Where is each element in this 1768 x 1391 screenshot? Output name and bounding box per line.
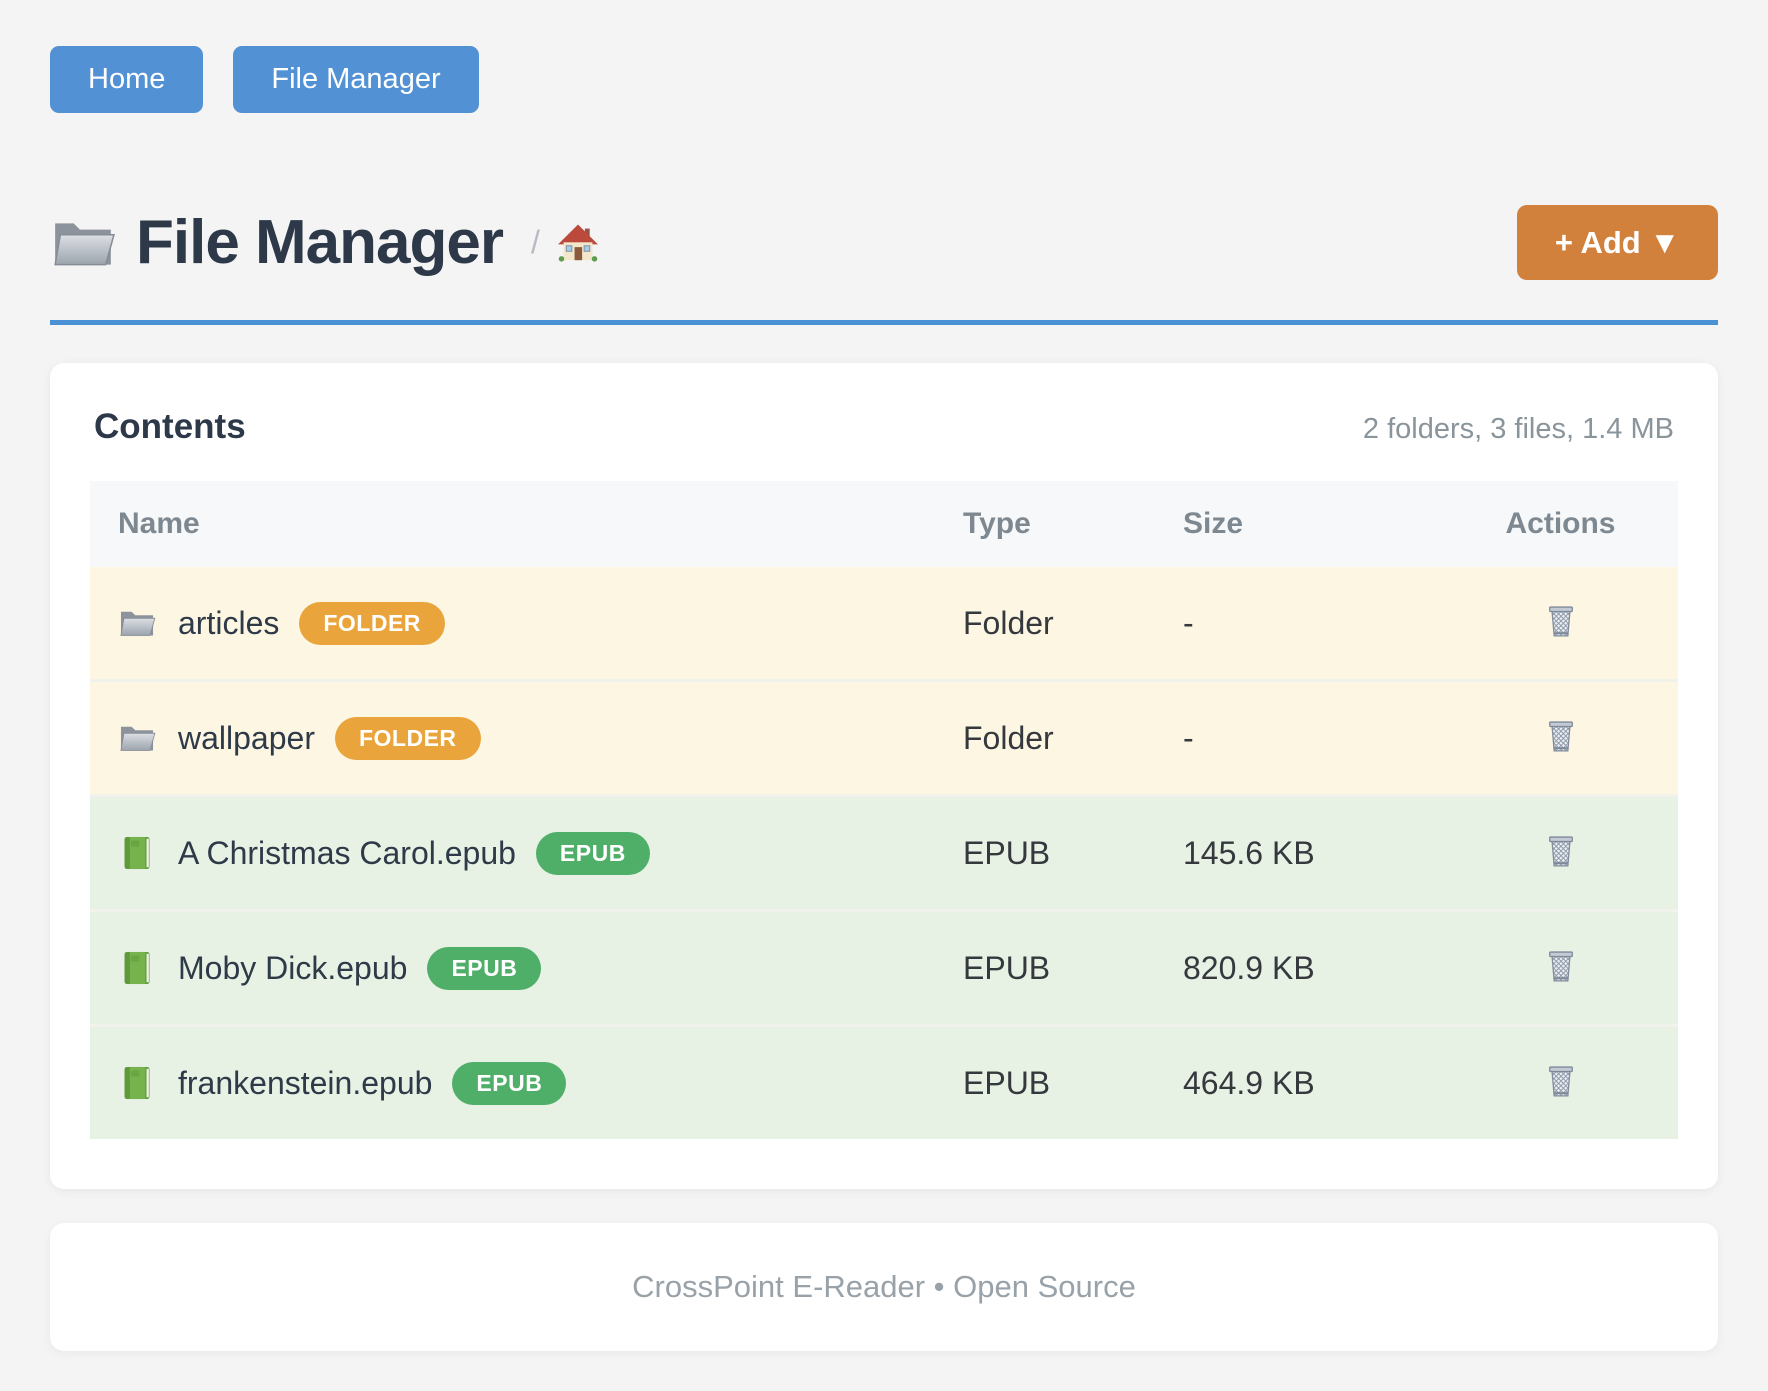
file-size: 464.9 KB xyxy=(1183,1064,1315,1101)
contents-heading: Contents xyxy=(94,407,246,446)
column-header-type: Type xyxy=(935,481,1155,567)
title-divider xyxy=(50,320,1718,325)
table-row: articles FOLDER Folder - xyxy=(90,567,1678,681)
table-row: frankenstein.epub EPUB EPUB 464.9 KB xyxy=(90,1025,1678,1140)
file-name[interactable]: frankenstein.epub xyxy=(178,1064,433,1101)
trash-icon xyxy=(1542,946,1580,986)
file-name[interactable]: articles xyxy=(178,604,280,641)
breadcrumb: / xyxy=(531,221,600,265)
breadcrumb-separator: / xyxy=(531,224,540,260)
contents-card-header: Contents 2 folders, 3 files, 1.4 MB xyxy=(90,407,1678,447)
delete-button[interactable] xyxy=(1538,942,1584,990)
footer-text: CrossPoint E-Reader • Open Source xyxy=(632,1269,1136,1304)
delete-button[interactable] xyxy=(1538,597,1584,645)
file-actions-cell xyxy=(1443,1026,1678,1140)
home-icon[interactable] xyxy=(556,221,600,265)
delete-button[interactable] xyxy=(1538,827,1584,875)
file-size: 820.9 KB xyxy=(1183,949,1315,986)
trash-icon xyxy=(1542,716,1580,756)
file-size: - xyxy=(1183,604,1194,641)
file-size: 145.6 KB xyxy=(1183,834,1315,871)
contents-card: Contents 2 folders, 3 files, 1.4 MB Name… xyxy=(50,363,1718,1189)
column-header-actions: Actions xyxy=(1443,481,1678,567)
file-size: - xyxy=(1183,719,1194,756)
add-button[interactable]: + Add ▼ xyxy=(1516,205,1718,280)
file-table: Name Type Size Actions articles FOLDER F… xyxy=(90,481,1678,1139)
file-name-cell: wallpaper FOLDER xyxy=(90,681,935,796)
nav-home-button[interactable]: Home xyxy=(50,46,204,113)
file-type-badge: FOLDER xyxy=(334,716,481,760)
contents-summary: 2 folders, 3 files, 1.4 MB xyxy=(1362,413,1674,445)
file-type: EPUB xyxy=(963,834,1051,871)
file-name[interactable]: wallpaper xyxy=(178,719,315,756)
file-type: Folder xyxy=(963,719,1054,756)
file-name-cell: frankenstein.epub EPUB xyxy=(90,1026,935,1140)
file-name[interactable]: Moby Dick.epub xyxy=(178,949,408,986)
folder-icon xyxy=(118,604,156,642)
file-type-badge: EPUB xyxy=(427,946,542,990)
folder-icon xyxy=(50,210,116,276)
column-header-name: Name xyxy=(90,481,935,567)
file-table-header: Name Type Size Actions xyxy=(90,481,1678,567)
file-type: EPUB xyxy=(963,949,1051,986)
title-group: File Manager / xyxy=(50,207,600,278)
top-nav: Home File Manager xyxy=(50,46,1718,113)
delete-button[interactable] xyxy=(1538,1057,1584,1105)
folder-icon xyxy=(118,719,156,757)
page-header: File Manager / + Add ▼ xyxy=(50,205,1718,280)
trash-icon xyxy=(1542,831,1580,871)
footer: CrossPoint E-Reader • Open Source xyxy=(50,1223,1718,1351)
file-type-badge: EPUB xyxy=(452,1061,567,1105)
page-title: File Manager xyxy=(136,208,504,277)
file-actions-cell xyxy=(1443,681,1678,796)
book-icon xyxy=(118,1064,156,1102)
file-name[interactable]: A Christmas Carol.epub xyxy=(178,834,516,871)
book-icon xyxy=(118,834,156,872)
book-icon xyxy=(118,949,156,987)
trash-icon xyxy=(1542,1061,1580,1101)
trash-icon xyxy=(1542,601,1580,641)
file-table-body: articles FOLDER Folder - wallpaper FOLDE… xyxy=(90,567,1678,1139)
file-name-cell: articles FOLDER xyxy=(90,567,935,681)
file-type-badge: FOLDER xyxy=(299,601,445,645)
file-type-badge: EPUB xyxy=(535,831,650,875)
table-row: wallpaper FOLDER Folder - xyxy=(90,680,1678,796)
delete-button[interactable] xyxy=(1538,712,1584,760)
file-actions-cell xyxy=(1443,796,1678,911)
file-name-cell: A Christmas Carol.epub EPUB xyxy=(90,796,935,911)
file-type: EPUB xyxy=(963,1064,1051,1101)
file-name-cell: Moby Dick.epub EPUB xyxy=(90,911,935,1026)
table-row: Moby Dick.epub EPUB EPUB 820.9 KB xyxy=(90,910,1678,1026)
file-actions-cell xyxy=(1443,567,1678,681)
nav-file-manager-button[interactable]: File Manager xyxy=(233,46,479,113)
column-header-size: Size xyxy=(1155,481,1443,567)
table-row: A Christmas Carol.epub EPUB EPUB 145.6 K… xyxy=(90,795,1678,911)
file-type: Folder xyxy=(963,604,1054,641)
file-actions-cell xyxy=(1443,911,1678,1026)
